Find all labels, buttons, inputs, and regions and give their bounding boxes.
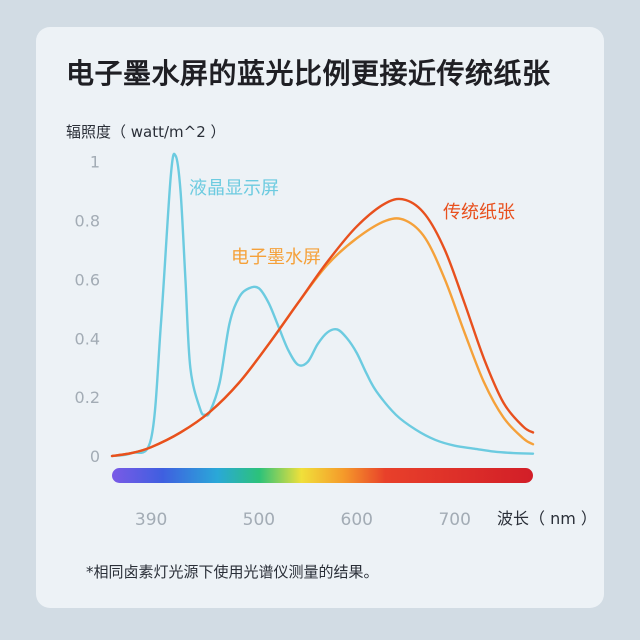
y-tick-label: 0.2 (75, 388, 100, 407)
y-tick-label: 0.6 (75, 270, 100, 289)
y-axis-label: 辐照度（ watt/m^2 ） (66, 123, 226, 141)
x-tick-label: 600 (341, 510, 373, 530)
y-tick-label: 0.8 (75, 212, 100, 231)
wavelength-spectrum-bar (112, 468, 533, 483)
series-line-paper (110, 197, 535, 458)
y-tick-label: 1 (90, 153, 100, 172)
x-axis-label: 波长（ nm ） (497, 509, 597, 528)
x-tick-label: 500 (243, 510, 275, 530)
y-tick-label: 0 (90, 447, 100, 466)
x-tick-label: 390 (135, 510, 167, 530)
series-label-eink: 电子墨水屏 (231, 247, 321, 268)
series-label-paper: 传统纸张 (443, 202, 515, 223)
chart-title: 电子墨水屏的蓝光比例更接近传统纸张 (66, 57, 551, 90)
footnote: *相同卤素灯光源下使用光谱仪测量的结果。 (86, 563, 379, 581)
series-label-lcd: 液晶显示屏 (189, 178, 279, 199)
series-line-lcd (110, 152, 535, 458)
chart-card (36, 27, 604, 608)
y-tick-label: 0.4 (75, 329, 100, 348)
x-tick-label: 700 (438, 510, 470, 530)
